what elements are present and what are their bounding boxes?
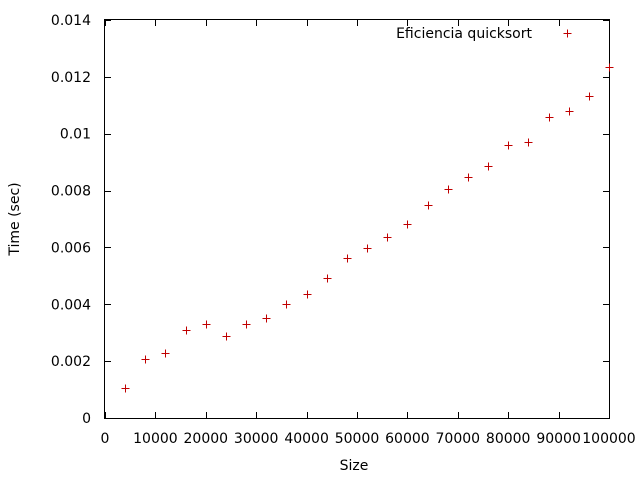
legend-plus-icon xyxy=(563,29,572,38)
y-axis-label: Time (sec) xyxy=(7,182,23,256)
data-point xyxy=(484,162,493,171)
data-point xyxy=(242,320,251,329)
data-point xyxy=(182,326,191,335)
data-point xyxy=(121,384,130,393)
y-tick-label: 0.002 xyxy=(51,354,91,370)
data-point xyxy=(303,290,312,299)
data-point xyxy=(262,314,271,323)
data-point xyxy=(383,233,392,242)
y-axis: 0 0.002 0.004 0.006 0.008 0.01 0.012 0.014 xyxy=(51,13,609,427)
data-point xyxy=(565,107,574,116)
y-tick-label: 0.004 xyxy=(51,297,91,313)
x-axis-label: Size xyxy=(340,458,369,474)
x-tick-label: 60000 xyxy=(385,431,430,447)
data-points xyxy=(121,63,614,393)
x-tick-label: 30000 xyxy=(234,431,279,447)
x-tick-label: 90000 xyxy=(536,431,581,447)
y-tick-label: 0 xyxy=(82,411,91,427)
data-point xyxy=(282,300,291,309)
data-point xyxy=(545,113,554,122)
data-point xyxy=(504,141,513,150)
plot-frame xyxy=(104,19,610,419)
x-tick-label: 0 xyxy=(101,431,110,447)
data-point xyxy=(202,320,211,329)
legend: Eficiencia quicksort xyxy=(396,26,572,42)
data-point xyxy=(323,274,332,283)
x-tick-label: 40000 xyxy=(284,431,329,447)
x-axis: 0 10000 20000 30000 40000 50000 60000 70000 8000… xyxy=(101,20,636,447)
data-point xyxy=(605,63,614,72)
data-point xyxy=(343,254,352,263)
data-point xyxy=(464,173,473,182)
y-tick-label: 0.014 xyxy=(51,13,91,29)
x-tick-label: 20000 xyxy=(184,431,229,447)
data-point xyxy=(424,201,433,210)
x-tick-label: 70000 xyxy=(436,431,481,447)
data-point xyxy=(222,332,231,341)
x-tick-label: 50000 xyxy=(335,431,380,447)
data-point xyxy=(524,138,533,147)
data-point xyxy=(585,92,594,101)
data-point xyxy=(403,220,412,229)
y-tick-label: 0.01 xyxy=(60,127,91,143)
y-tick-label: 0.006 xyxy=(51,240,91,256)
x-tick-label: 100000 xyxy=(582,431,635,447)
data-point xyxy=(444,185,453,194)
y-tick-label: 0.008 xyxy=(51,184,91,200)
data-point xyxy=(363,244,372,253)
y-tick-label: 0.012 xyxy=(51,70,91,86)
x-tick-label: 80000 xyxy=(486,431,531,447)
legend-label: Eficiencia quicksort xyxy=(396,26,532,42)
x-tick-label: 10000 xyxy=(133,431,178,447)
legend-marker xyxy=(563,29,572,38)
data-point xyxy=(161,349,170,358)
data-point xyxy=(141,355,150,364)
